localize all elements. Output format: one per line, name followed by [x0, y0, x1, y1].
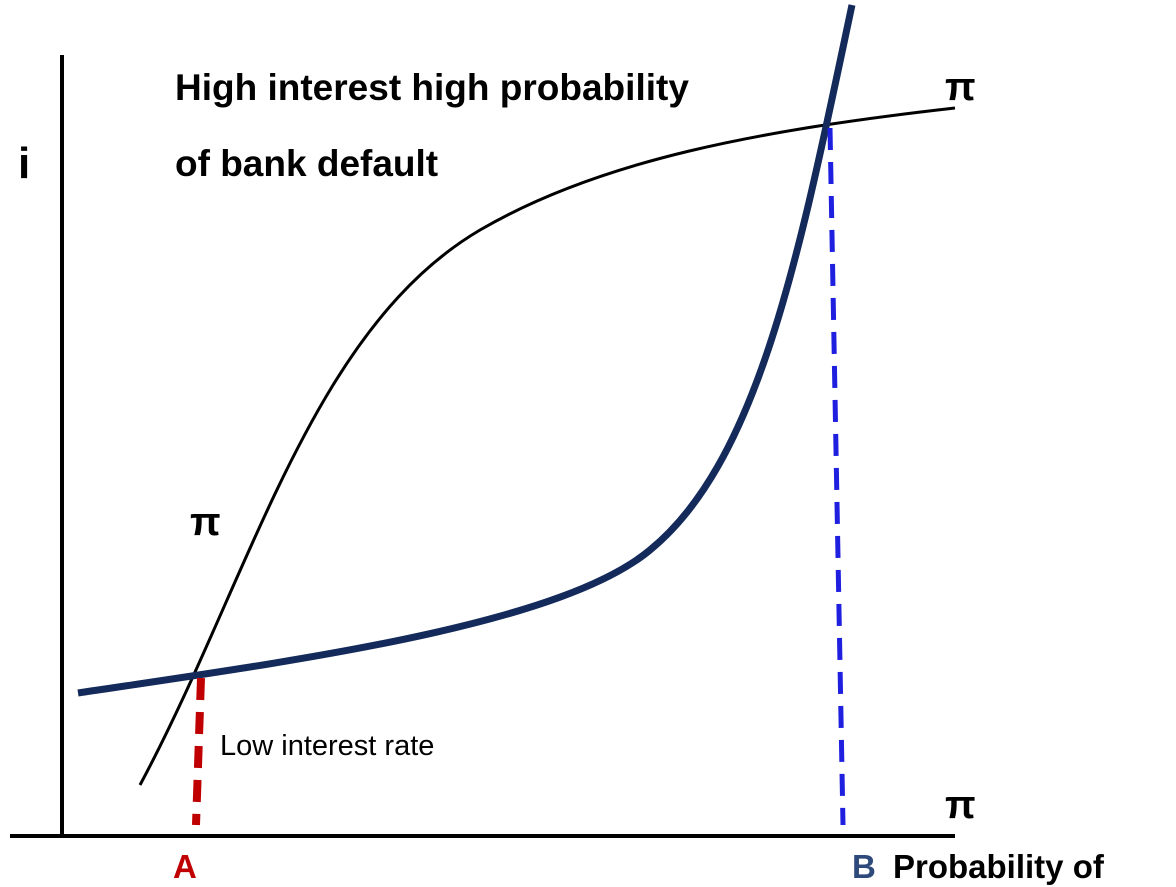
annotation: Low interest rate [220, 730, 434, 762]
blue-dashed-line [827, 127, 846, 826]
pi-label: π [190, 500, 221, 544]
point-label: B [852, 848, 876, 885]
pi-label: π [945, 65, 976, 109]
y-axis-label: i [18, 139, 30, 188]
title-line: High interest high probability [175, 67, 689, 108]
pi-label: π [945, 783, 976, 827]
x-axis-label: Probability of [893, 848, 1105, 885]
navy-curve [77, 4, 856, 697]
title-line: of bank default [175, 143, 438, 184]
black-curve [138, 106, 956, 786]
point-label: A [173, 848, 197, 885]
red-dashed-line [192, 677, 205, 826]
